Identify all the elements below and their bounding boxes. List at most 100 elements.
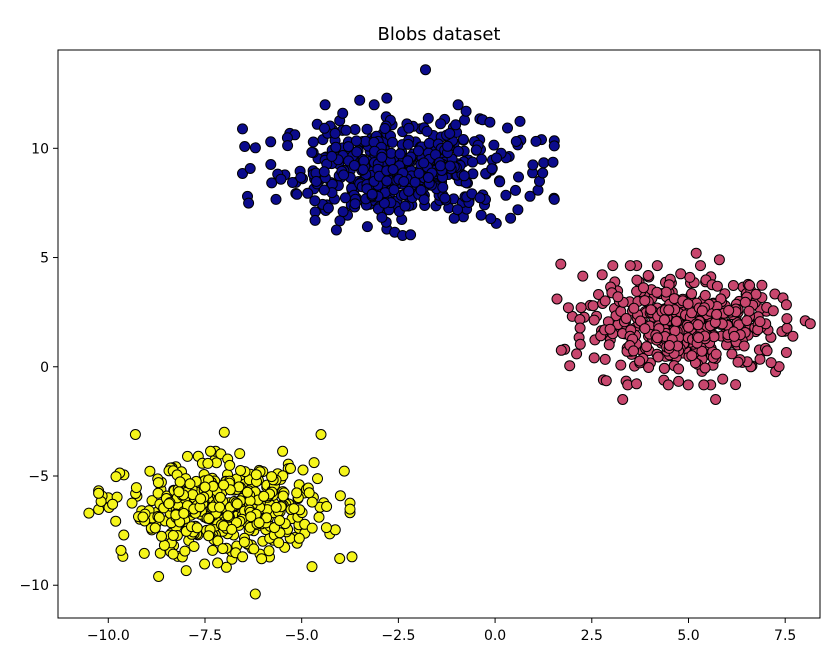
data-point	[137, 511, 149, 523]
data-point	[387, 136, 398, 148]
data-point	[415, 184, 427, 196]
data-point	[376, 211, 388, 223]
data-point	[502, 122, 513, 134]
data-point	[329, 127, 341, 139]
data-point	[212, 535, 224, 547]
data-point	[575, 302, 587, 314]
data-point	[418, 194, 430, 206]
data-point	[138, 547, 150, 559]
data-point	[212, 557, 224, 569]
data-point	[420, 64, 431, 76]
x-tick-label: 5.0	[677, 628, 699, 644]
data-point	[574, 338, 586, 350]
data-point	[513, 171, 524, 183]
data-point	[338, 465, 350, 477]
data-point	[673, 363, 685, 375]
data-point	[326, 150, 338, 162]
data-point	[253, 517, 265, 529]
data-point	[376, 151, 388, 163]
data-point	[329, 524, 341, 536]
data-point	[205, 445, 216, 457]
data-point	[322, 202, 334, 214]
data-point	[663, 340, 675, 351]
data-point	[708, 331, 720, 343]
data-point	[234, 448, 246, 460]
data-point	[593, 289, 604, 300]
data-point	[237, 168, 248, 179]
data-point	[273, 537, 285, 549]
data-point	[645, 304, 657, 316]
data-point	[660, 286, 672, 298]
data-point	[444, 160, 456, 172]
data-point	[562, 302, 574, 314]
data-point	[444, 128, 456, 139]
data-point	[588, 314, 600, 326]
data-point	[256, 553, 268, 565]
data-point	[710, 394, 722, 405]
data-point	[512, 204, 524, 216]
data-point	[199, 481, 211, 493]
data-point	[409, 176, 421, 188]
data-point	[564, 360, 576, 372]
data-point	[551, 293, 563, 305]
data-point	[450, 119, 462, 131]
data-point	[405, 229, 417, 241]
data-point	[306, 146, 318, 158]
data-point	[574, 322, 586, 334]
data-point	[555, 258, 567, 270]
data-point	[754, 316, 766, 328]
data-point	[277, 490, 289, 502]
data-point	[421, 125, 433, 137]
data-point	[600, 375, 612, 387]
data-point	[452, 145, 464, 157]
data-point	[754, 353, 766, 365]
data-point	[723, 305, 735, 316]
data-point	[167, 548, 179, 560]
data-point	[235, 465, 246, 476]
data-point	[756, 279, 768, 291]
data-point	[118, 529, 130, 541]
data-point	[270, 501, 282, 513]
data-point	[245, 511, 257, 523]
data-point	[167, 530, 179, 541]
data-point	[699, 289, 711, 301]
data-point	[505, 212, 517, 224]
data-point	[277, 445, 289, 457]
y-tick-label: 10	[31, 141, 49, 157]
data-point	[248, 543, 260, 555]
y-tick-label: −10	[19, 578, 49, 594]
data-point	[398, 176, 410, 187]
data-point	[218, 426, 230, 438]
data-point	[615, 359, 627, 371]
data-point	[422, 112, 434, 124]
data-point	[651, 332, 663, 344]
data-point	[403, 122, 415, 134]
data-point	[588, 352, 600, 364]
data-point	[488, 139, 500, 151]
data-point	[532, 184, 544, 196]
data-point	[288, 503, 300, 515]
data-point	[638, 282, 649, 294]
data-point	[180, 565, 192, 577]
data-point	[514, 115, 526, 127]
data-point	[485, 213, 497, 225]
data-point	[452, 99, 464, 111]
x-tick-label: 2.5	[581, 628, 603, 644]
data-point	[607, 260, 619, 272]
data-point	[266, 177, 278, 189]
data-point	[634, 355, 646, 367]
x-tick-label: 0.0	[484, 628, 506, 644]
data-point	[237, 123, 248, 135]
data-point	[361, 123, 373, 135]
data-point	[403, 185, 415, 197]
data-point	[804, 318, 816, 330]
data-point	[467, 156, 479, 168]
data-point	[767, 305, 779, 317]
data-point	[673, 375, 685, 387]
data-point	[659, 314, 670, 326]
data-point	[780, 347, 792, 358]
data-point	[491, 152, 502, 164]
x-tick-label: −5.0	[285, 628, 319, 644]
data-point	[537, 167, 549, 179]
data-point	[158, 539, 170, 551]
